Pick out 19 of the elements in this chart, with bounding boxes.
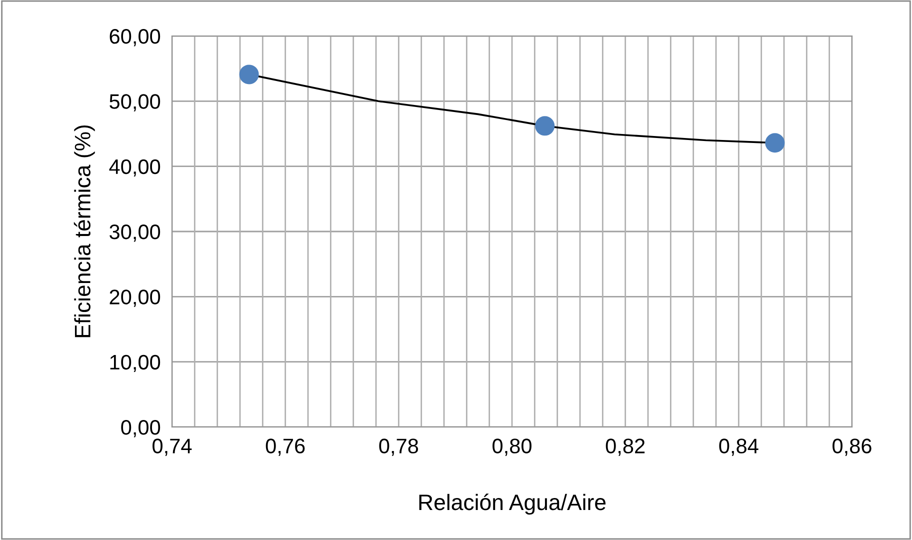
x-tick-label: 0,80	[492, 438, 532, 456]
y-tick-label: 40,00	[109, 159, 160, 177]
y-axis-title: Eficiencia térmica (%)	[74, 125, 95, 338]
x-axis-title: Relación Agua/Aire	[419, 494, 606, 515]
y-tick-label: 20,00	[110, 290, 160, 307]
point	[765, 133, 785, 153]
y-tick-label: 60,00	[110, 29, 160, 46]
x-tick-label: 0,82	[606, 438, 645, 456]
y-tick-label: 50,00	[110, 94, 160, 112]
x-tick-label: 0,76	[266, 438, 305, 456]
x-tick-label: 0,74	[152, 438, 192, 456]
point	[239, 64, 259, 84]
y-tick-label: 0,00	[121, 420, 160, 438]
x-tick-label: 0,84	[719, 438, 758, 456]
x-tick-label: 0,86	[832, 438, 872, 456]
y-tick-label: 10,00	[110, 354, 160, 372]
point	[535, 116, 555, 136]
x-tick-label: 0,78	[379, 438, 418, 456]
y-tick-label: 30,00	[110, 224, 160, 242]
